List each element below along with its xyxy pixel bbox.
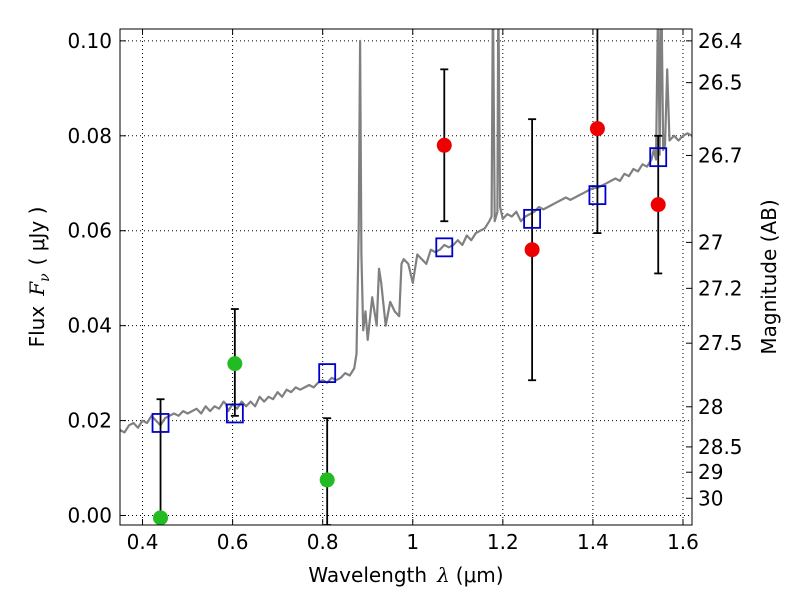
observed-point: [436, 137, 452, 153]
observed-point: [589, 121, 605, 137]
mag-tick-label: 30: [698, 486, 723, 510]
model-point: [318, 363, 337, 384]
mag-tick-label: 27: [698, 230, 723, 254]
grid-lines: [120, 29, 692, 525]
x-tick-label: 1.2: [487, 530, 519, 554]
x-axis: 0.4 0.6 0.8 1 1.2 1.4 1.6: [127, 29, 699, 554]
model-point: [523, 208, 542, 229]
model-point-layer: [151, 147, 668, 433]
x-tick-label: 1: [406, 530, 419, 554]
x-tick-label: 1.4: [577, 530, 609, 554]
y-tick-label: 0.08: [67, 124, 112, 148]
spectrum-line: [120, 29, 692, 434]
y-tick-label: 0.10: [67, 29, 112, 53]
x-tick-label: 0.4: [127, 530, 159, 554]
model-point: [225, 403, 244, 424]
y-axis-left: 0.00 0.02 0.04 0.06 0.08 0.10: [67, 29, 126, 528]
y-tick-label: 0.06: [67, 219, 112, 243]
y-tick-label: 0.04: [67, 314, 112, 338]
mag-tick-label: 27.5: [698, 331, 743, 355]
mag-tick-label: 29: [698, 460, 723, 484]
observed-point: [319, 472, 335, 488]
plot-area: [120, 29, 692, 525]
spectrum-layer: [120, 29, 692, 434]
y-axis-label: FluxFν( μJy ): [25, 207, 53, 348]
x-tick-label: 0.6: [217, 530, 249, 554]
mag-tick-label: 26.4: [698, 29, 743, 53]
plot-frame: [119, 28, 693, 526]
y-tick-label: 0.00: [67, 504, 112, 528]
x-tick-label: 1.6: [667, 530, 699, 554]
y-tick-label: 0.02: [67, 409, 112, 433]
mag-tick-label: 28: [698, 395, 723, 419]
observed-point: [227, 356, 243, 372]
mag-tick-label: 28.5: [698, 435, 743, 459]
x-tick-label: 0.8: [307, 530, 339, 554]
y2-axis-label: Magnitude (AB): [757, 199, 781, 354]
model-point: [649, 147, 668, 168]
model-point: [435, 237, 454, 258]
observed-point: [524, 242, 540, 258]
observed-point-layer: [153, 121, 666, 525]
observed-point: [650, 197, 666, 213]
mag-tick-label: 26.5: [698, 71, 743, 95]
model-point: [151, 413, 170, 433]
mag-tick-label: 27.2: [698, 276, 743, 300]
model-point: [588, 185, 607, 206]
x-axis-label: Wavelength λ (μm): [308, 563, 503, 587]
observed-point: [153, 510, 169, 525]
mag-tick-label: 26.7: [698, 143, 743, 167]
